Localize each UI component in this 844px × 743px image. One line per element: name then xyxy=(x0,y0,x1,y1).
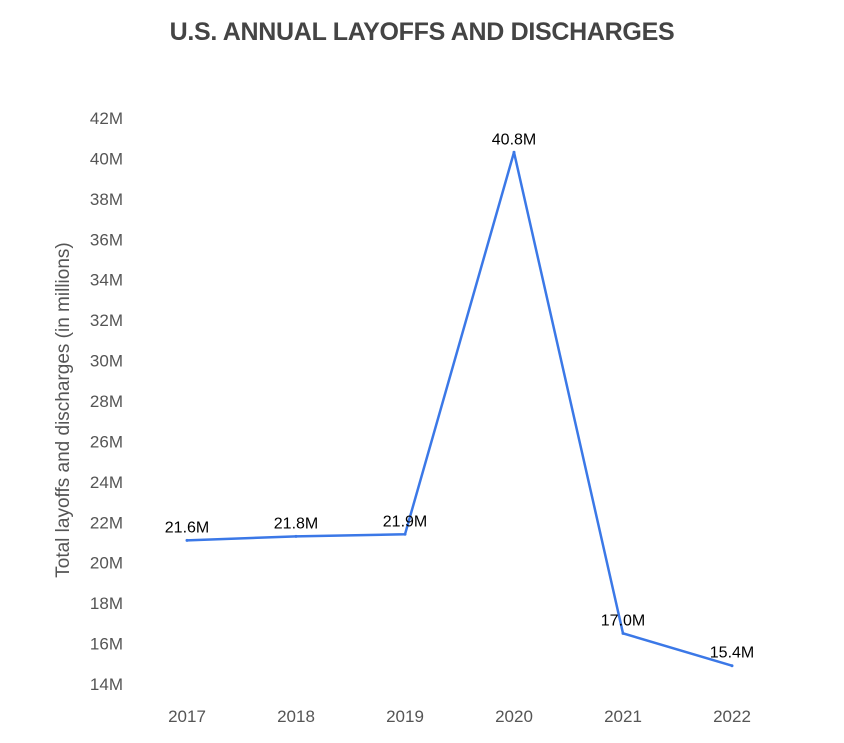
data-label: 21.8M xyxy=(274,515,318,532)
x-tick-label: 2019 xyxy=(386,707,424,726)
data-label: 17.0M xyxy=(601,612,645,629)
data-point xyxy=(730,664,734,668)
data-line xyxy=(186,151,733,667)
y-tick-label: 42M xyxy=(90,109,123,128)
data-label: 21.6M xyxy=(165,519,209,536)
data-label: 21.9M xyxy=(383,513,427,530)
data-point xyxy=(621,631,625,635)
x-tick-label: 2020 xyxy=(495,707,533,726)
x-tick-label: 2022 xyxy=(713,707,751,726)
y-tick-label: 18M xyxy=(90,594,123,613)
y-tick-label: 28M xyxy=(90,392,123,411)
data-point xyxy=(403,532,407,536)
y-tick-label: 30M xyxy=(90,352,123,371)
y-tick-label: 34M xyxy=(90,271,123,290)
y-tick-label: 26M xyxy=(90,432,123,451)
y-tick-label: 36M xyxy=(90,230,123,249)
y-tick-label: 24M xyxy=(90,473,123,492)
data-label: 15.4M xyxy=(710,645,754,662)
y-tick-label: 40M xyxy=(90,149,123,168)
y-tick-label: 32M xyxy=(90,311,123,330)
x-tick-label: 2018 xyxy=(277,707,315,726)
chart-title: U.S. ANNUAL LAYOFFS AND DISCHARGES xyxy=(169,18,675,46)
x-tick-label: 2021 xyxy=(604,707,642,726)
y-tick-label: 14M xyxy=(90,675,123,694)
data-point xyxy=(294,534,298,538)
x-tick-label: 2017 xyxy=(168,707,206,726)
y-tick-label: 20M xyxy=(90,554,123,573)
y-axis-label: Total layoffs and discharges (in million… xyxy=(53,242,74,577)
y-tick-label: 38M xyxy=(90,190,123,209)
data-point xyxy=(185,538,189,542)
data-point xyxy=(512,150,516,154)
y-tick-label: 16M xyxy=(90,635,123,654)
data-label: 40.8M xyxy=(492,131,536,148)
y-tick-label: 22M xyxy=(90,513,123,532)
